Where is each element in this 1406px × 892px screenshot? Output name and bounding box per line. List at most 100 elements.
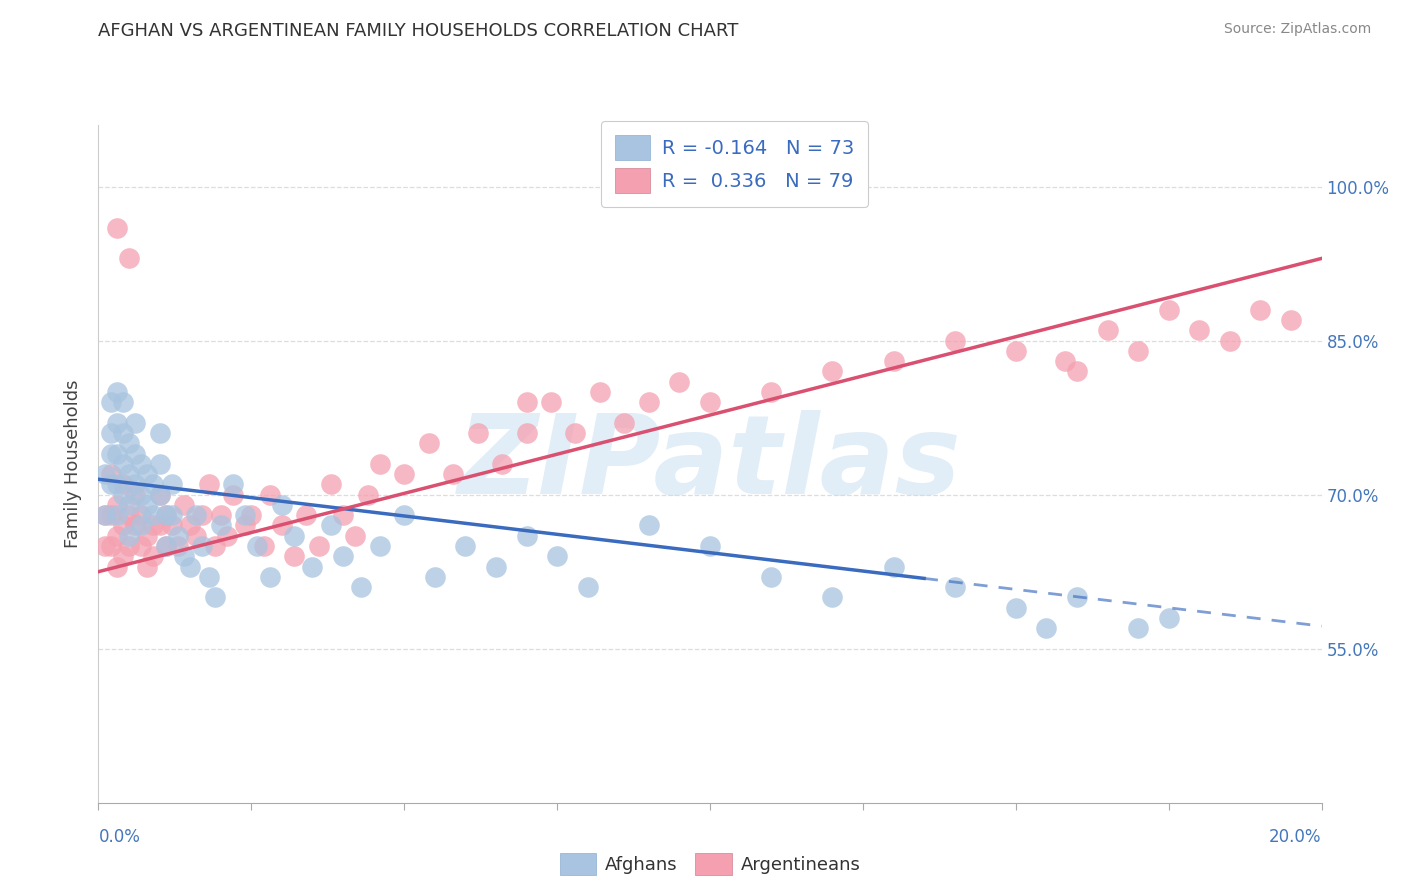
Text: 20.0%: 20.0% (1270, 829, 1322, 847)
Point (883, 559, 905, 574)
Y-axis label: Family Households: Family Households (65, 380, 83, 548)
Point (129, 488, 152, 502)
Point (111, 395, 134, 409)
Point (179, 518, 201, 533)
Point (167, 539, 190, 553)
Point (93, 508, 115, 523)
Point (485, 559, 508, 574)
Point (129, 508, 152, 523)
Point (883, 354, 905, 368)
Point (301, 559, 323, 574)
Point (191, 508, 214, 523)
Point (441, 467, 464, 482)
Point (100, 477, 122, 491)
Point (259, 488, 281, 502)
Point (423, 570, 446, 584)
Point (186, 529, 208, 543)
Point (105, 559, 128, 574)
Point (516, 425, 538, 440)
Legend: Afghans, Argentineans: Afghans, Argentineans (553, 846, 868, 882)
Point (136, 467, 159, 482)
Point (222, 477, 245, 491)
Point (111, 457, 134, 471)
Point (637, 518, 661, 533)
Point (233, 508, 256, 523)
Point (129, 539, 152, 553)
Point (270, 518, 292, 533)
Point (118, 467, 141, 482)
Point (100, 539, 122, 553)
Point (1128, 621, 1150, 635)
Point (295, 508, 318, 523)
Point (546, 549, 568, 564)
Point (1053, 354, 1076, 368)
Point (111, 549, 134, 564)
Point (142, 508, 165, 523)
Point (943, 334, 966, 348)
Point (142, 549, 165, 564)
Point (576, 580, 599, 594)
Point (100, 425, 122, 440)
Point (124, 488, 146, 502)
Point (1249, 302, 1271, 317)
Point (283, 549, 305, 564)
Point (105, 220, 128, 235)
Point (149, 488, 172, 502)
Point (149, 425, 172, 440)
Point (118, 252, 141, 266)
Point (1128, 343, 1150, 358)
Point (759, 570, 782, 584)
Point (155, 508, 177, 523)
Point (1157, 302, 1180, 317)
Text: AFGHAN VS ARGENTINEAN FAMILY HOUSEHOLDS CORRELATION CHART: AFGHAN VS ARGENTINEAN FAMILY HOUSEHOLDS … (98, 22, 738, 40)
Point (160, 477, 183, 491)
Point (1097, 323, 1119, 337)
Point (1004, 600, 1026, 615)
Point (155, 539, 177, 553)
Point (191, 539, 214, 553)
Point (100, 446, 122, 460)
Point (105, 498, 128, 512)
Point (100, 395, 122, 409)
Point (186, 508, 208, 523)
Point (149, 488, 172, 502)
Point (319, 518, 342, 533)
Point (142, 477, 165, 491)
Point (111, 518, 134, 533)
Point (637, 395, 661, 409)
Point (105, 477, 128, 491)
Point (118, 539, 141, 553)
Point (356, 488, 378, 502)
Point (418, 436, 440, 450)
Point (111, 425, 134, 440)
Point (308, 539, 330, 553)
Point (100, 467, 122, 482)
Point (155, 508, 177, 523)
Point (124, 416, 146, 430)
Point (943, 580, 966, 594)
Point (124, 477, 146, 491)
Point (564, 425, 586, 440)
Point (105, 508, 128, 523)
Point (124, 518, 146, 533)
Point (668, 375, 690, 389)
Point (392, 508, 416, 523)
Point (149, 518, 172, 533)
Point (259, 570, 281, 584)
Point (124, 446, 146, 460)
Point (209, 518, 232, 533)
Point (129, 457, 152, 471)
Point (129, 518, 152, 533)
Point (197, 570, 219, 584)
Point (283, 529, 305, 543)
Point (491, 457, 513, 471)
Point (118, 436, 141, 450)
Text: ZIPatlas: ZIPatlas (458, 410, 962, 517)
Point (1035, 621, 1057, 635)
Point (240, 508, 263, 523)
Point (173, 498, 195, 512)
Point (350, 580, 373, 594)
Point (252, 539, 274, 553)
Point (105, 416, 128, 430)
Point (136, 559, 159, 574)
